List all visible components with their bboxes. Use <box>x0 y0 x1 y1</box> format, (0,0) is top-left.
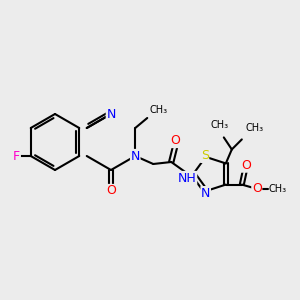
Text: CH₃: CH₃ <box>149 105 167 115</box>
Text: NH: NH <box>178 172 196 184</box>
Text: O: O <box>106 184 116 197</box>
Text: CH₃: CH₃ <box>246 123 264 134</box>
Text: S: S <box>201 149 209 162</box>
Text: CH₃: CH₃ <box>269 184 287 194</box>
Text: N: N <box>106 107 116 121</box>
Text: CH₃: CH₃ <box>211 120 229 130</box>
Text: O: O <box>170 134 180 148</box>
Text: O: O <box>241 159 251 172</box>
Text: N: N <box>130 149 140 163</box>
Text: O: O <box>252 182 262 195</box>
Text: F: F <box>13 149 20 163</box>
Text: N: N <box>201 187 210 200</box>
